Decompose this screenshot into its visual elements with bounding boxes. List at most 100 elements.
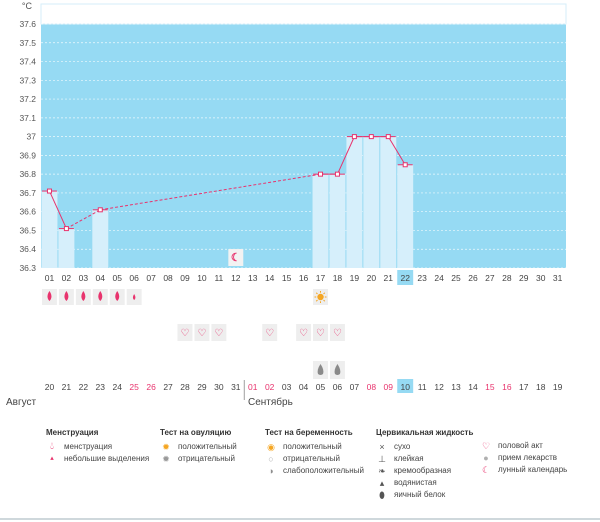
sun-ray	[315, 299, 318, 302]
moon-icon: ☾	[481, 465, 491, 475]
legend-label: клейкая	[394, 454, 424, 463]
cycle-day-label: 28	[502, 273, 512, 283]
legend-label: положительный	[178, 442, 237, 451]
legend-item: × сухо	[376, 441, 473, 453]
temperature-point	[385, 134, 391, 140]
calendar-date-label: 13	[451, 382, 461, 392]
y-tick-label: 37.3	[19, 75, 36, 85]
legend-item: ◑ слабоположительный	[265, 465, 364, 477]
month-label-august: Август	[6, 397, 37, 408]
cycle-day-label: 31	[553, 273, 563, 283]
drop-icon	[64, 291, 69, 301]
cycle-day-label: 16	[299, 273, 309, 283]
y-tick-label: 36.3	[19, 263, 36, 273]
legend-menstruation: Менструация 💧︎ менструация ▴ небольшие выд…	[46, 428, 149, 465]
legend: Менструация 💧︎ менструация ▴ небольшие выд…	[0, 428, 600, 522]
calendar-date-label: 09	[384, 382, 394, 392]
temperature-column	[363, 136, 380, 268]
small-drop-icon: ▴	[50, 455, 54, 462]
legend-ovulation-title: Тест на овуляцию	[160, 428, 232, 437]
legend-item: ▴ небольшие выделения	[46, 453, 149, 465]
temperature-line-segment	[100, 173, 321, 211]
cycle-day-label: 22	[400, 273, 410, 283]
legend-label: водянистая	[394, 478, 437, 487]
marker-cell	[329, 324, 345, 341]
moon-icon: ☾	[231, 252, 241, 264]
marker-cell	[194, 324, 210, 341]
calendar-date-label: 08	[367, 382, 377, 392]
cycle-day-label: 06	[129, 273, 139, 283]
pill-icon: ●	[483, 453, 489, 463]
temperature-point	[402, 162, 408, 168]
calendar-date-label: 14	[468, 382, 478, 392]
heart-icon: ♡	[265, 328, 274, 339]
legend-item: ⬮ яичный белок	[376, 489, 473, 501]
y-tick-label: 37.2	[19, 94, 36, 104]
creamy-icon: ❧	[378, 466, 386, 476]
cycle-day-label: 12	[231, 273, 241, 283]
legend-item: ❧ кремообразная	[376, 465, 473, 477]
legend-item: ☾ лунный календарь	[480, 464, 567, 476]
heart-icon: ♡	[316, 328, 325, 339]
calendar-date-label: 26	[146, 382, 156, 392]
cycle-day-label: 25	[451, 273, 461, 283]
sun-ray	[323, 292, 326, 295]
legend-pregnancy-title: Тест на беременность	[265, 428, 353, 437]
cycle-day-label: 26	[468, 273, 478, 283]
legend-label: яичный белок	[394, 490, 446, 499]
legend-label: отрицательный	[178, 454, 235, 463]
legend-label: положительный	[283, 442, 342, 451]
egg-white-icon: ⬮	[379, 490, 385, 500]
temperature-column	[312, 174, 329, 268]
cycle-day-label: 10	[197, 273, 207, 283]
cycle-day-label: 05	[112, 273, 122, 283]
cycle-day-label: 14	[265, 273, 275, 283]
drop-icon	[47, 291, 52, 301]
test-positive-icon: ◉	[267, 442, 275, 452]
y-tick-label: 36.9	[19, 150, 36, 160]
calendar-date-label: 27	[163, 382, 173, 392]
legend-other: ♡ половой акт ● прием лекарств ☾ лунный кал…	[480, 440, 567, 476]
temperature-column	[380, 136, 397, 268]
y-tick-label: 37	[27, 132, 37, 142]
calendar-date-label: 02	[265, 382, 275, 392]
heart-icon: ♡	[333, 328, 342, 339]
test-weak-icon: ◑	[268, 466, 274, 476]
temperature-column	[58, 228, 75, 268]
temperature-column	[329, 174, 346, 268]
cycle-day-label: 20	[367, 273, 377, 283]
bbt-chart[interactable]: °C 37.6 37.5 37.4 37.3 37.2 37.1 37 36.9 36.8 36.…	[0, 0, 600, 400]
calendar-date-label: 21	[62, 382, 72, 392]
temperature-column	[41, 191, 58, 268]
calendar-date-label: 17	[519, 382, 529, 392]
today-cell	[397, 270, 414, 285]
cycle-day-label: 04	[96, 273, 106, 283]
cycle-day-label: 23	[417, 273, 427, 283]
calendar-date-label: 01	[248, 382, 258, 392]
calendar-date-label: 16	[502, 382, 512, 392]
temperature-point	[334, 171, 340, 177]
cycle-day-label: 29	[519, 273, 529, 283]
dry-icon: ×	[379, 442, 385, 452]
calendar-date-label: 04	[299, 382, 309, 392]
legend-label: менструация	[64, 442, 113, 451]
legend-label: слабоположительный	[283, 466, 364, 475]
sun-ray	[323, 299, 326, 302]
legend-label: половой акт	[498, 441, 543, 450]
sun-positive-icon	[317, 293, 324, 301]
calendar-date-label: 25	[129, 382, 139, 392]
calendar-date-label: 06	[333, 382, 343, 392]
month-label-september: Сентябрь	[248, 397, 293, 408]
y-tick-label: 37.5	[19, 38, 36, 48]
cycle-day-label: 24	[434, 273, 444, 283]
calendar-date-label: 03	[282, 382, 292, 392]
legend-item: ○ отрицательный	[265, 453, 364, 465]
marker-cell	[177, 324, 193, 341]
chart-background	[41, 24, 566, 268]
legend-label: лунный календарь	[498, 465, 568, 474]
legend-ovulation: Тест на овуляцию ✹ положительный ✹ отрицат…	[160, 428, 237, 465]
y-tick-label: 37.4	[19, 57, 36, 67]
sticky-icon: ⊥	[378, 454, 386, 464]
calendar-today-cell	[397, 379, 414, 393]
legend-cervical-title: Цервикальная жидкость	[376, 428, 474, 437]
